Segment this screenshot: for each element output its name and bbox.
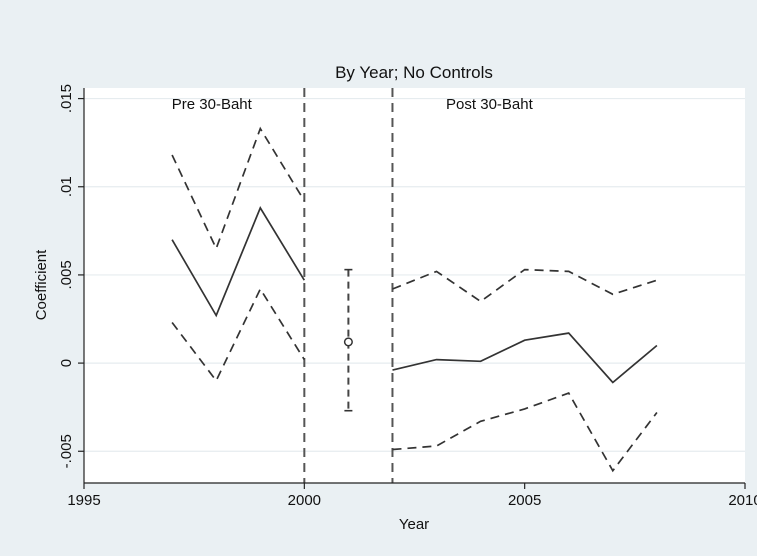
pre-30-baht-annotation: Pre 30-Baht xyxy=(172,96,253,113)
pre-lower-ci-line xyxy=(171,287,306,383)
y-axis-label: Coefficient xyxy=(33,249,50,320)
reference-lines xyxy=(303,88,394,483)
y-tick-label: -.005 xyxy=(58,434,75,468)
x-tick-label: 1995 xyxy=(67,492,100,509)
post-30-baht-annotation: Post 30-Baht xyxy=(446,96,534,113)
x-tick-label: 2000 xyxy=(288,492,321,509)
plot-area xyxy=(84,88,745,483)
series-layer xyxy=(171,126,658,473)
post-upper-ci-line xyxy=(392,268,658,303)
pre-upper-ci-line xyxy=(171,126,306,251)
x-tick-label: 2010 xyxy=(728,492,757,509)
transition-estimate-point xyxy=(343,337,353,347)
pre-estimate-line xyxy=(171,206,306,318)
y-tick-label: .005 xyxy=(58,260,75,289)
x-tick-label: 2005 xyxy=(508,492,541,509)
axis-ticks: -.005 0 .005 .01 .015 1995 2000 2005 2010 xyxy=(58,84,757,509)
y-tick-label: .01 xyxy=(58,176,75,197)
post-estimate-line xyxy=(392,332,658,384)
y-tick-label: 0 xyxy=(58,359,75,367)
chart-title: By Year; No Controls xyxy=(335,63,493,82)
x-axis-label: Year xyxy=(399,516,429,533)
y-tick-label: .015 xyxy=(58,84,75,113)
post-lower-ci-line xyxy=(392,392,658,473)
